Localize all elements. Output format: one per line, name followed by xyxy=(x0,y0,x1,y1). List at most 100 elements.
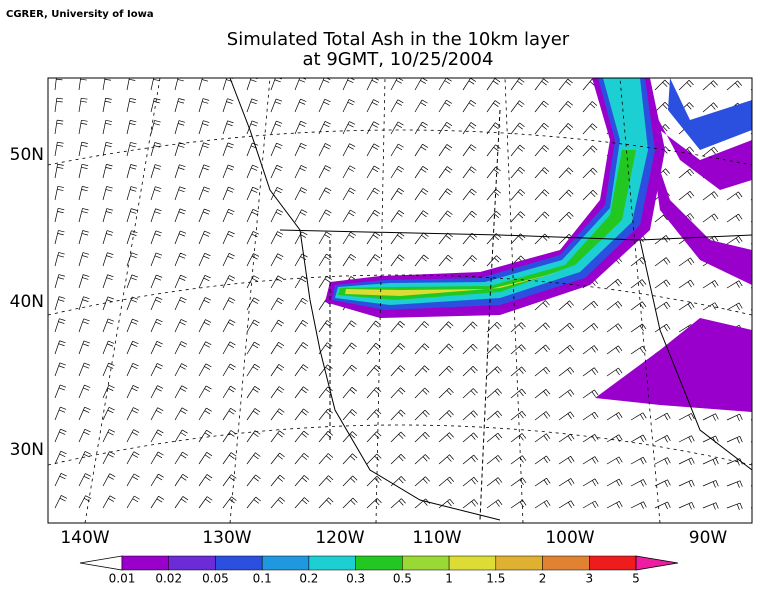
colorbar-label: 1 xyxy=(445,572,453,586)
wind-barb xyxy=(342,431,358,443)
wind-barb xyxy=(318,165,332,179)
wind-barb xyxy=(222,319,236,333)
wind-barb xyxy=(270,386,285,399)
wind-barb xyxy=(294,364,309,377)
wind-barb xyxy=(150,164,162,179)
wind-barb xyxy=(294,386,309,399)
wind-barb xyxy=(150,363,163,377)
wind-barb xyxy=(582,101,598,113)
colorbar-label: 0.2 xyxy=(299,572,318,586)
wind-barb xyxy=(486,388,502,399)
colorbar-segment xyxy=(355,555,403,571)
wind-barb xyxy=(342,364,357,377)
wind-barb xyxy=(726,213,743,223)
wind-barb xyxy=(270,142,283,157)
wind-barb xyxy=(630,323,647,333)
wind-barb xyxy=(270,253,284,267)
wind-barb xyxy=(294,475,310,487)
wind-barb xyxy=(318,453,334,465)
wind-barb xyxy=(414,387,430,399)
wind-barb xyxy=(174,296,187,311)
wind-barb xyxy=(198,496,213,509)
wind-barb xyxy=(126,120,137,135)
wind-barb xyxy=(342,143,356,157)
wind-barb xyxy=(462,144,477,157)
wind-barb xyxy=(534,167,550,179)
wind-barb xyxy=(294,253,308,267)
wind-barb xyxy=(510,388,527,399)
wind-barb xyxy=(78,97,88,113)
wind-barb xyxy=(678,479,695,488)
wind-barb xyxy=(510,344,526,355)
wind-barb xyxy=(342,78,355,91)
wind-barb xyxy=(438,78,452,91)
wind-barb xyxy=(630,279,647,289)
wind-barb xyxy=(558,322,575,333)
wind-barb xyxy=(126,340,139,355)
colorbar-segment xyxy=(402,555,450,571)
wind-barb xyxy=(486,78,501,91)
wind-barb xyxy=(126,78,136,91)
wind-barb xyxy=(606,478,623,487)
wind-barb xyxy=(486,344,502,355)
wind-barb xyxy=(246,363,260,377)
wind-barb xyxy=(246,452,261,465)
wind-barb xyxy=(342,165,356,179)
wind-barb xyxy=(150,120,161,135)
wind-barb xyxy=(198,319,212,333)
lon-label: 110W xyxy=(412,528,461,548)
wind-barb xyxy=(390,210,405,223)
wind-barb xyxy=(390,254,405,267)
wind-barb xyxy=(102,208,113,223)
wind-barb xyxy=(246,164,259,179)
wind-barb xyxy=(222,407,237,421)
wind-barb xyxy=(78,274,90,289)
wind-barb xyxy=(54,450,67,465)
wind-barb xyxy=(702,302,719,311)
wind-barb xyxy=(558,100,573,113)
wind-barb xyxy=(510,122,525,135)
wind-barb xyxy=(270,319,284,333)
wind-barb xyxy=(510,322,526,333)
wind-barb xyxy=(294,452,309,465)
wind-barb xyxy=(366,143,380,157)
wind-barb xyxy=(54,185,65,201)
wind-barb xyxy=(174,252,187,267)
wind-barb xyxy=(414,409,430,421)
wind-barb xyxy=(534,389,551,399)
colorbar-label: 0.02 xyxy=(155,572,182,586)
wind-barb xyxy=(126,362,139,377)
wind-barb xyxy=(702,480,719,488)
wind-barb xyxy=(390,365,406,377)
wind-barb xyxy=(78,318,90,333)
colorbar-label: 0.3 xyxy=(346,572,365,586)
wind-barb xyxy=(438,188,453,201)
colorbar-segment xyxy=(448,555,497,571)
wind-barb xyxy=(558,433,575,443)
wind-barb xyxy=(678,457,695,466)
wind-barb xyxy=(318,497,334,509)
colorbar-segment xyxy=(542,555,590,571)
wind-barb xyxy=(654,79,670,91)
wind-barb xyxy=(222,142,234,157)
wind-barb xyxy=(366,121,380,135)
wind-barb xyxy=(486,410,503,421)
wind-barb xyxy=(558,167,574,179)
wind-barb xyxy=(222,253,235,267)
map-frame xyxy=(47,77,753,524)
wind-barb xyxy=(486,255,502,267)
wind-barb xyxy=(174,407,188,421)
wind-barb xyxy=(390,409,406,421)
wind-barb xyxy=(246,430,261,443)
colorbar-label: 0.1 xyxy=(253,572,272,586)
wind-barb xyxy=(54,119,64,135)
wind-barb xyxy=(126,208,138,223)
wind-barb xyxy=(510,100,525,113)
wind-barb xyxy=(510,433,527,443)
wind-barb xyxy=(54,362,66,377)
lat-label: 40N xyxy=(10,292,44,312)
wind-barb xyxy=(174,98,185,113)
wind-barb xyxy=(102,274,114,289)
wind-barb xyxy=(294,342,309,355)
wind-barb xyxy=(606,301,623,311)
